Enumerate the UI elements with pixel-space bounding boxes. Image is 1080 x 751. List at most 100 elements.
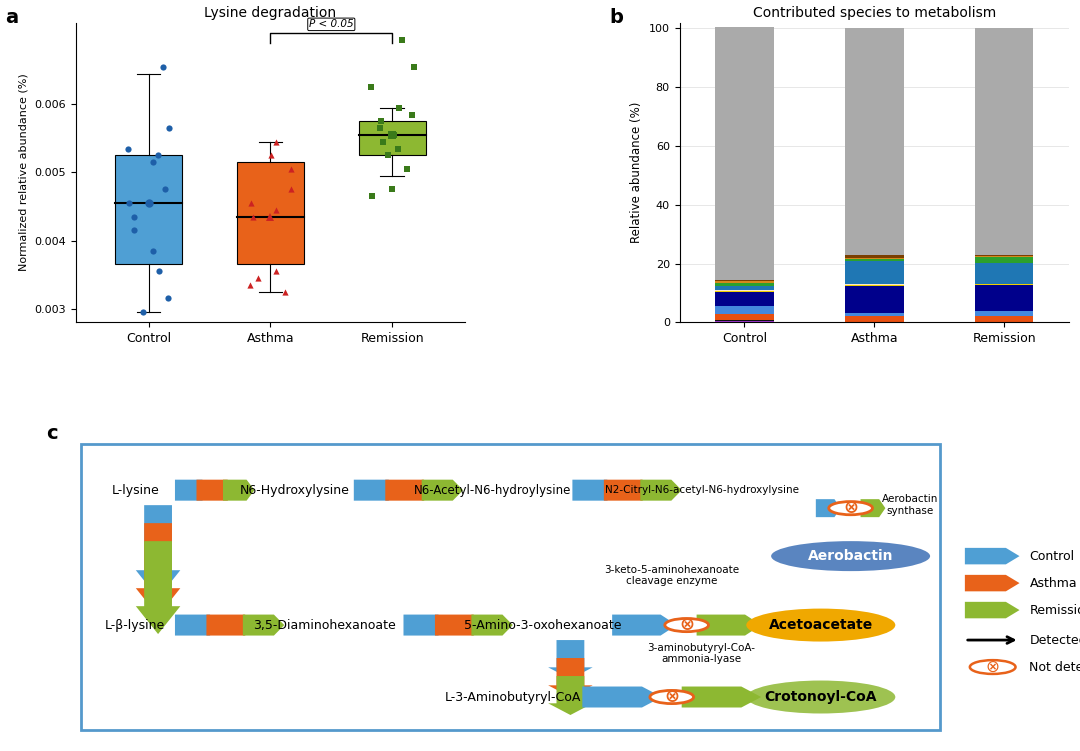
Point — [383, 183, 401, 195]
Point — [145, 245, 162, 257]
Point — [282, 183, 299, 195]
Text: Remission: Remission — [1029, 604, 1080, 617]
Polygon shape — [404, 614, 450, 635]
Point — [125, 211, 143, 223]
Bar — [715, 27, 773, 279]
Polygon shape — [206, 614, 258, 635]
Point — [373, 116, 390, 128]
Polygon shape — [435, 614, 486, 635]
Bar — [846, 285, 904, 313]
Point — [262, 149, 280, 161]
Point — [405, 61, 422, 73]
Circle shape — [970, 660, 1015, 674]
Bar — [846, 284, 904, 285]
Point — [241, 279, 258, 291]
Bar — [846, 255, 904, 258]
Text: Crotonoyl-CoA: Crotonoyl-CoA — [765, 690, 877, 704]
Point — [125, 225, 143, 237]
Polygon shape — [549, 640, 593, 679]
Bar — [715, 279, 773, 281]
Bar — [975, 257, 1034, 263]
Polygon shape — [175, 614, 221, 635]
Text: b: b — [609, 8, 623, 26]
Text: ⊗: ⊗ — [664, 688, 679, 706]
Bar — [116, 155, 183, 264]
Point — [404, 108, 421, 120]
Point — [372, 122, 389, 134]
Bar — [237, 162, 303, 264]
Point — [244, 211, 261, 223]
Point — [363, 190, 380, 202]
Text: 3-aminobutyryl-CoA-
ammonia-lyase: 3-aminobutyryl-CoA- ammonia-lyase — [648, 643, 756, 665]
Text: Aerobactin: Aerobactin — [808, 549, 893, 563]
Point — [160, 292, 177, 304]
Bar — [846, 261, 904, 284]
Text: Not detected: Not detected — [1029, 661, 1080, 674]
Point — [150, 265, 167, 277]
Polygon shape — [222, 480, 255, 501]
Text: Asthma: Asthma — [1029, 577, 1077, 590]
Bar — [359, 122, 426, 155]
Text: N6-Acetyl-N6-hydroylysine: N6-Acetyl-N6-hydroylysine — [415, 484, 571, 496]
Point — [154, 61, 172, 73]
Polygon shape — [136, 505, 180, 598]
Point — [161, 122, 178, 134]
Ellipse shape — [746, 608, 895, 641]
Bar — [846, 316, 904, 322]
Point — [145, 156, 162, 168]
Point — [249, 272, 267, 284]
Polygon shape — [964, 602, 1020, 618]
Title: Lysine degradation: Lysine degradation — [204, 6, 337, 20]
Text: N2-Citryl-N6-acetyl-N6-hydroxylysine: N2-Citryl-N6-acetyl-N6-hydroxylysine — [605, 485, 798, 495]
FancyBboxPatch shape — [81, 444, 940, 730]
Point — [386, 129, 403, 141]
Y-axis label: Relative abundance (%): Relative abundance (%) — [631, 101, 644, 243]
Point — [393, 13, 410, 25]
Bar — [715, 290, 773, 291]
Polygon shape — [604, 480, 656, 501]
Point — [283, 163, 300, 175]
Text: ⊗: ⊗ — [843, 499, 859, 517]
Bar — [715, 306, 773, 315]
Point — [119, 143, 136, 155]
Bar — [715, 292, 773, 306]
Point — [276, 285, 294, 297]
Bar — [715, 315, 773, 320]
Point — [380, 149, 397, 161]
Bar — [975, 256, 1034, 257]
Text: a: a — [5, 8, 18, 26]
Polygon shape — [243, 614, 284, 635]
Polygon shape — [612, 614, 677, 635]
Point — [390, 101, 407, 113]
Text: c: c — [45, 424, 57, 443]
Point — [267, 265, 284, 277]
Bar — [715, 282, 773, 285]
Polygon shape — [175, 480, 212, 501]
Bar — [846, 313, 904, 316]
Point — [242, 197, 259, 209]
Polygon shape — [421, 480, 463, 501]
Polygon shape — [136, 523, 180, 616]
Polygon shape — [815, 499, 840, 517]
Circle shape — [828, 502, 873, 514]
Text: 3,5-Diaminohexanoate: 3,5-Diaminohexanoate — [253, 619, 395, 632]
Polygon shape — [964, 548, 1020, 564]
Point — [135, 306, 152, 318]
Ellipse shape — [746, 680, 895, 713]
Text: L-β-lysine: L-β-lysine — [105, 619, 165, 632]
Bar — [975, 263, 1034, 284]
Point — [268, 136, 285, 148]
Polygon shape — [681, 686, 761, 707]
Point — [157, 183, 174, 195]
Bar — [975, 285, 1034, 312]
Text: ⊗: ⊗ — [986, 658, 1000, 676]
Polygon shape — [197, 480, 238, 501]
Point — [267, 204, 284, 216]
Point — [121, 197, 138, 209]
Polygon shape — [549, 658, 593, 697]
Title: Contributed species to metabolism: Contributed species to metabolism — [753, 6, 996, 20]
Bar — [975, 284, 1034, 285]
Bar — [846, 29, 904, 255]
Polygon shape — [471, 614, 513, 635]
Point — [394, 34, 411, 46]
